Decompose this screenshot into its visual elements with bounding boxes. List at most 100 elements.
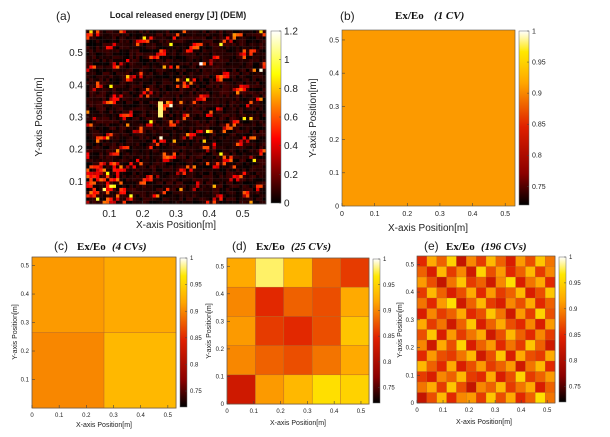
heatmap-cell bbox=[189, 78, 193, 82]
heatmap-cell bbox=[179, 78, 183, 82]
heatmap-cell bbox=[176, 68, 180, 73]
heatmap-cell bbox=[206, 175, 210, 179]
heatmap-cell bbox=[209, 162, 213, 166]
heatmap-cell bbox=[222, 42, 227, 47]
heatmap-cell bbox=[149, 81, 153, 85]
heatmap-cell bbox=[136, 184, 140, 189]
heatmap-cell bbox=[179, 71, 183, 76]
heatmap-cell bbox=[209, 113, 213, 118]
heatmap-cell bbox=[139, 146, 143, 150]
heatmap-cell bbox=[156, 46, 160, 50]
heatmap-cell bbox=[182, 129, 187, 134]
heatmap-cell bbox=[109, 171, 113, 176]
heatmap-cell bbox=[129, 187, 133, 192]
heatmap-cell bbox=[199, 65, 203, 69]
heatmap-cell bbox=[172, 123, 177, 127]
heatmap-cell bbox=[186, 42, 190, 47]
heatmap-cell bbox=[216, 110, 220, 114]
heatmap-cell bbox=[142, 65, 147, 69]
heatmap-cell bbox=[126, 123, 130, 127]
heatmap-cell bbox=[252, 165, 257, 169]
heatmap-cell bbox=[89, 117, 93, 121]
heatmap-cell bbox=[139, 71, 143, 76]
heatmap-cell bbox=[99, 59, 103, 63]
heatmap-cell bbox=[172, 75, 177, 79]
heatmap-cell bbox=[249, 68, 253, 73]
heatmap-cell bbox=[99, 46, 103, 50]
heatmap-cell bbox=[259, 46, 263, 50]
heatmap-cell bbox=[112, 129, 117, 134]
heatmap-cell bbox=[89, 126, 93, 131]
heatmap-cell bbox=[96, 120, 100, 124]
heatmap-cell bbox=[206, 200, 210, 205]
heatmap-cell bbox=[196, 49, 200, 53]
heatmap-cell bbox=[132, 168, 137, 172]
heatmap-cell bbox=[112, 52, 117, 56]
heatmap-cell bbox=[189, 139, 193, 143]
heatmap-cell bbox=[129, 171, 133, 176]
heatmap-cell bbox=[186, 194, 190, 198]
heatmap-cell bbox=[186, 36, 190, 40]
heatmap-cell bbox=[169, 46, 173, 50]
heatmap-cell bbox=[256, 62, 260, 66]
heatmap-cell bbox=[146, 197, 150, 201]
heatmap-cell bbox=[162, 152, 167, 156]
heatmap-cell bbox=[96, 78, 100, 82]
heatmap-cell bbox=[109, 120, 113, 124]
heatmap-cell bbox=[209, 62, 213, 66]
heatmap-cell bbox=[112, 155, 117, 160]
heatmap-cell bbox=[132, 129, 137, 134]
heatmap-cell bbox=[96, 133, 100, 137]
heatmap-cell bbox=[216, 117, 220, 121]
heatmap-cell bbox=[544, 287, 556, 299]
heatmap-cell bbox=[239, 91, 243, 95]
heatmap-cell bbox=[179, 191, 183, 195]
heatmap-cell bbox=[172, 181, 177, 185]
heatmap-cell bbox=[99, 123, 103, 127]
heatmap-cell bbox=[222, 200, 227, 205]
heatmap-cell bbox=[262, 104, 267, 108]
heatmap-cell bbox=[219, 113, 223, 118]
heatmap-cell bbox=[246, 165, 250, 169]
heatmap-cell bbox=[89, 113, 93, 118]
heatmap-cell bbox=[102, 139, 107, 143]
heatmap-cell bbox=[132, 36, 137, 40]
heatmap-cell bbox=[119, 187, 123, 192]
panel-d-xlabel: X-axis Position[m] bbox=[270, 420, 326, 427]
heatmap-cell bbox=[226, 68, 230, 73]
heatmap-cell bbox=[416, 371, 428, 383]
heatmap-cell bbox=[172, 178, 177, 182]
heatmap-cell bbox=[192, 39, 197, 44]
heatmap-cell bbox=[249, 158, 253, 163]
heatmap-cell bbox=[102, 178, 107, 182]
heatmap-cell bbox=[166, 165, 170, 169]
heatmap-cell bbox=[172, 117, 177, 121]
heatmap-cell bbox=[86, 104, 90, 108]
heatmap-cell bbox=[229, 39, 233, 44]
heatmap-cell bbox=[176, 97, 180, 102]
heatmap-cell bbox=[166, 42, 170, 47]
heatmap-cell bbox=[229, 126, 233, 131]
heatmap-cell bbox=[162, 175, 167, 179]
heatmap-cell bbox=[256, 165, 260, 169]
heatmap-cell bbox=[186, 162, 190, 166]
heatmap-cell bbox=[192, 110, 197, 114]
heatmap-cell bbox=[246, 88, 250, 92]
heatmap-cell bbox=[535, 308, 546, 320]
heatmap-cell bbox=[132, 49, 137, 53]
heatmap-cell bbox=[219, 187, 223, 192]
heatmap-cell bbox=[92, 126, 97, 131]
panel-a-title: Local released energy [J] (DEM) bbox=[110, 10, 247, 20]
heatmap-cell bbox=[229, 139, 233, 143]
heatmap-cell bbox=[236, 123, 240, 127]
heatmap-cell bbox=[206, 39, 210, 44]
heatmap-cell bbox=[242, 55, 247, 60]
heatmap-cell bbox=[166, 178, 170, 182]
heatmap-cell bbox=[246, 55, 250, 60]
colorbar-tick-label: 1 bbox=[190, 256, 194, 262]
heatmap-cell bbox=[136, 139, 140, 143]
heatmap-cell bbox=[99, 33, 103, 37]
heatmap-cell bbox=[182, 187, 187, 192]
heatmap-cell bbox=[259, 171, 263, 176]
heatmap-cell bbox=[202, 178, 207, 182]
